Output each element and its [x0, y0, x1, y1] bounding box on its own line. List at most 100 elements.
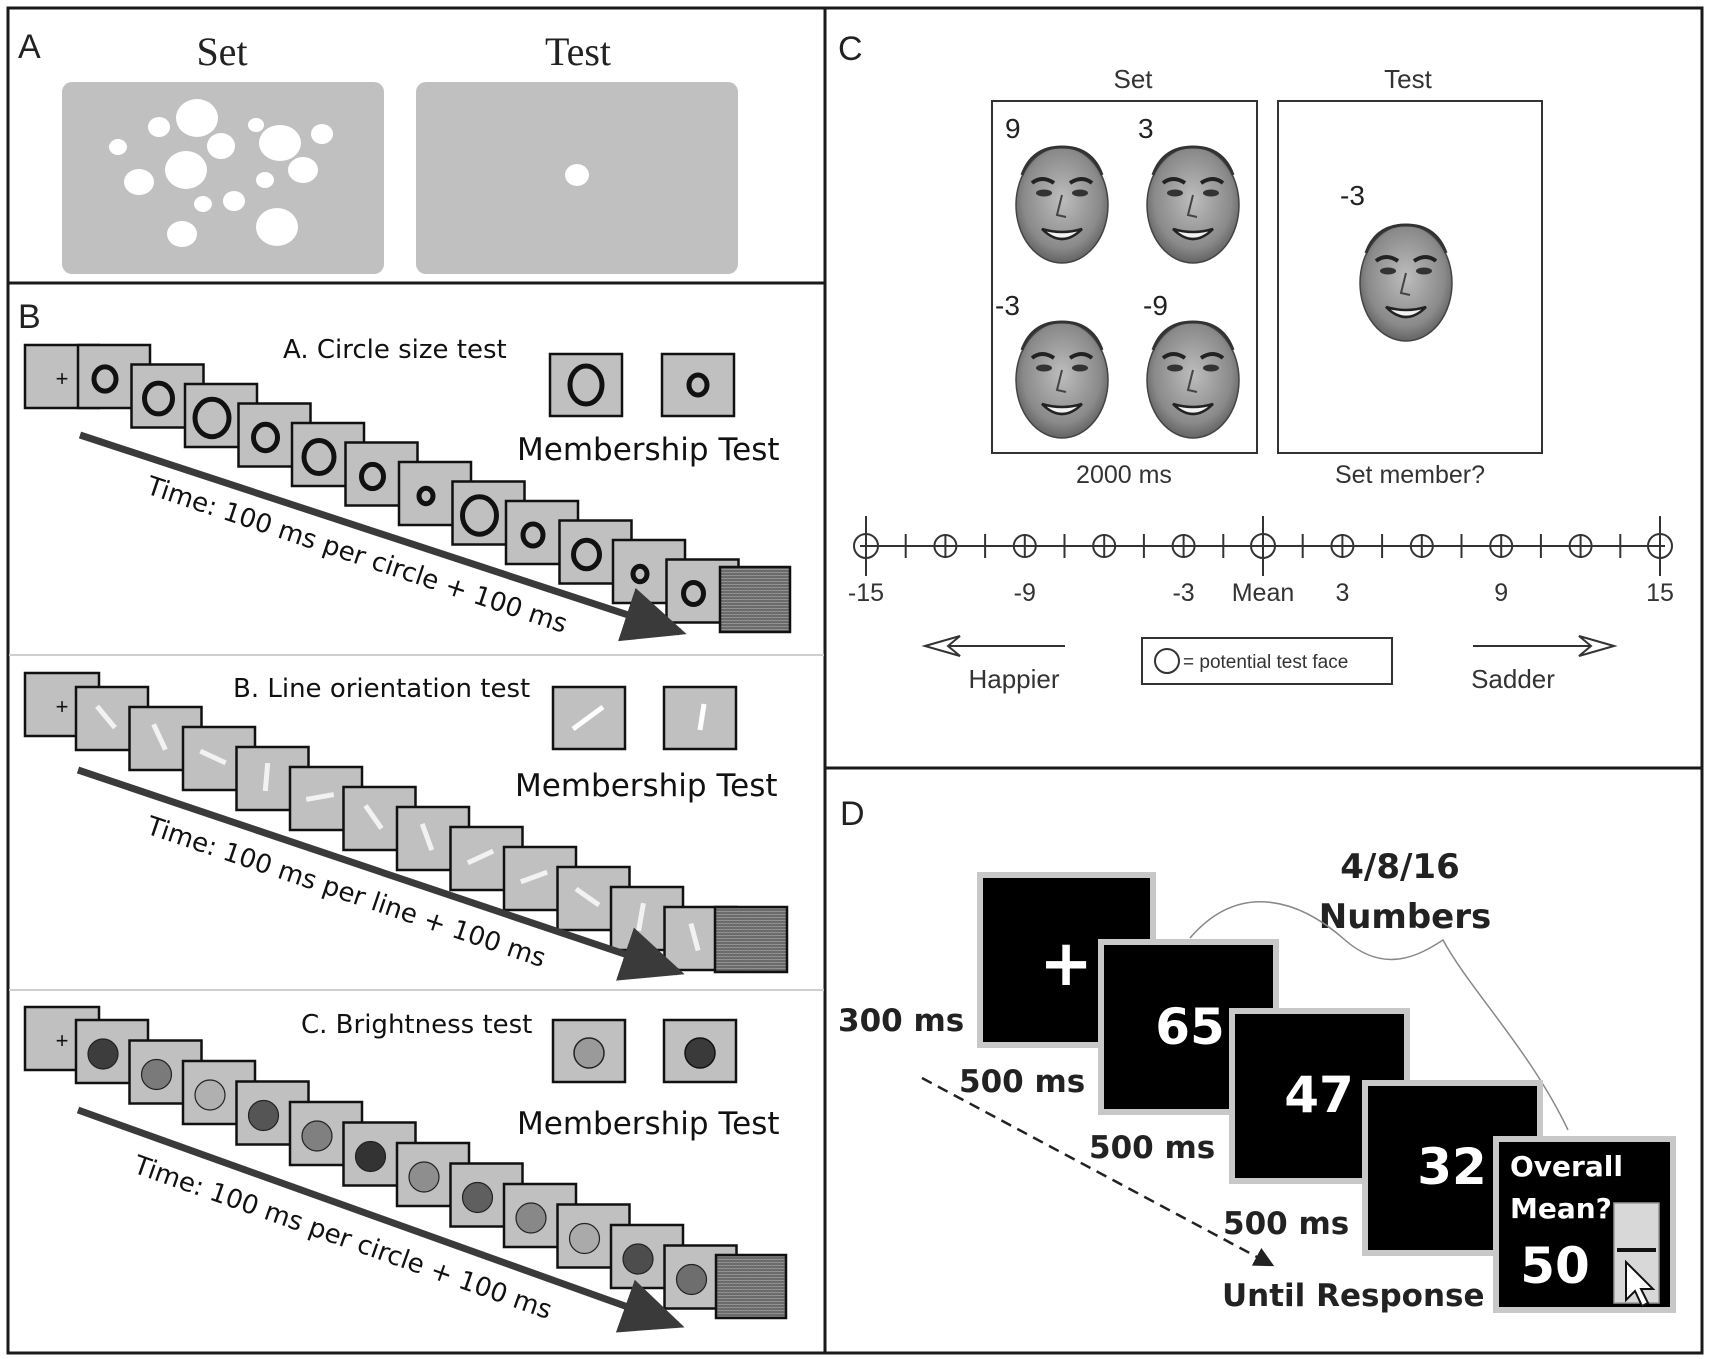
line-orientation-sequence: + Time: 100 ms per line + 100 ms B. Line… [23, 671, 789, 981]
set-face-label-3: -3 [995, 290, 1020, 321]
potential-test-face-marker [1409, 534, 1434, 558]
line-orientation-title: B. Line orientation test [233, 674, 530, 704]
brightness-membership: Membership Test [517, 1106, 780, 1142]
scale-label: -15 [848, 579, 884, 607]
stimulus-card [128, 1039, 203, 1105]
test-face-label: -3 [1340, 180, 1365, 211]
circle-stimulus [630, 563, 650, 585]
circle-stimulus [571, 537, 602, 572]
fixation-cross: + [56, 694, 69, 719]
bracket-curve [1189, 901, 1569, 1131]
brightness-stimulus [461, 1181, 494, 1214]
brightness-stimulus [408, 1161, 440, 1193]
panel-a-set-screen [62, 82, 384, 274]
scale-label: -3 [1172, 579, 1194, 607]
circle-size-sequence: + Time: 100 ms per circle + 100 ms A. Ci… [23, 335, 792, 642]
circle-stimulus [251, 421, 280, 454]
potential-test-face-marker [1489, 534, 1514, 558]
sequence-arrow [921, 1076, 1275, 1267]
scale-label: 15 [1646, 579, 1674, 607]
brightness-stimulus [354, 1140, 387, 1173]
line-stimulus [519, 869, 549, 885]
face-image [1014, 145, 1110, 265]
panel-a-set-title: Set [196, 29, 247, 74]
potential-test-face-marker [1092, 534, 1117, 558]
panel-a: A Set Test [18, 28, 738, 274]
panel-a-label: A [18, 28, 41, 66]
mask-card [713, 905, 789, 974]
panel-c-test-title: Test [1384, 64, 1432, 94]
number-duration: 500 ms [1223, 1206, 1349, 1242]
response-prompt-line-1: Overall [1510, 1150, 1623, 1183]
response-value: 50 [1520, 1237, 1590, 1295]
time-arrow [76, 1106, 685, 1333]
number-value: 47 [1284, 1066, 1354, 1124]
panel-b-label: B [18, 298, 41, 336]
panel-c-set-title: Set [1113, 64, 1153, 94]
test-question-caption: Set member? [1335, 461, 1485, 489]
panel-d-label: D [840, 795, 865, 833]
mask-card [714, 1253, 788, 1320]
time-arrow [76, 766, 685, 981]
set-duration-caption: 2000 ms [1076, 461, 1172, 489]
line-stimulus [688, 922, 701, 952]
scale-label: 9 [1494, 579, 1508, 607]
scale-label: 3 [1335, 579, 1349, 607]
brightness-sequence: + Time: 100 ms per circle + 100 ms C. Br… [23, 1005, 788, 1333]
scale-legend-text: = potential test face [1183, 652, 1348, 673]
brightness-title: C. Brightness test [301, 1010, 532, 1040]
potential-test-face-marker [1330, 534, 1355, 558]
scale-label: Mean [1232, 579, 1295, 607]
brightness-stimulus [140, 1058, 173, 1091]
line-stimulus [305, 792, 335, 802]
set-face-label-1: 9 [1005, 113, 1021, 144]
response-prompt-line-2: Mean? [1510, 1192, 1612, 1225]
circle-stimulus [192, 396, 232, 440]
line-orientation-membership: Membership Test [515, 768, 778, 804]
line-stimulus [95, 704, 117, 730]
happier-label: Happier [968, 664, 1059, 694]
brightness-stimulus [622, 1243, 654, 1275]
face-image [1358, 223, 1454, 343]
fixation-cross: + [56, 366, 69, 391]
line-stimulus [363, 804, 384, 830]
stimulus-card [74, 1018, 150, 1085]
potential-test-face-marker [1012, 534, 1037, 558]
line-stimulus [151, 723, 168, 751]
circle-stimulus [91, 364, 119, 394]
number-value: 32 [1417, 1138, 1487, 1196]
set-face-label-4: -9 [1143, 290, 1168, 321]
line-stimulus [419, 822, 435, 852]
panel-c-label: C [838, 30, 863, 68]
circle-size-membership: Membership Test [517, 432, 780, 468]
panel-a-test-dot [565, 164, 589, 186]
brightness-stimulus [568, 1222, 601, 1255]
face-image [1145, 320, 1241, 440]
fixation-duration: 300 ms [838, 1003, 964, 1039]
brightness-stimulus [87, 1038, 119, 1070]
circle-stimulus [520, 521, 546, 549]
face-image [1014, 320, 1110, 440]
panel-a-test-title: Test [545, 29, 611, 74]
face-image [1145, 145, 1241, 265]
circle-stimulus [301, 438, 337, 476]
panel-d: D 4/8/16 Numbers + 300 ms 65 47 32 500 m… [838, 795, 1676, 1314]
line-stimulus [199, 748, 227, 766]
brightness-stimulus [675, 1263, 708, 1296]
brightness-stimulus [194, 1079, 226, 1111]
emotion-scale-ticks [853, 516, 1673, 576]
set-size-heading: 4/8/16 [1340, 847, 1459, 887]
sadder-label: Sadder [1471, 664, 1555, 694]
brightness-stimulus [515, 1202, 547, 1234]
scale-legend-box [1141, 637, 1393, 685]
fixation-cross: + [1039, 927, 1093, 1001]
panel-b: B + Time: 100 ms per circle + 100 ms A. … [9, 298, 824, 1333]
line-stimulus [262, 762, 271, 792]
set-face-label-2: 3 [1138, 113, 1154, 144]
number-duration: 500 ms [959, 1064, 1085, 1100]
circle-test-card-1 [548, 352, 624, 418]
line-stimulus [636, 902, 646, 932]
circle-stimulus [416, 485, 436, 507]
circle-test-card-2 [660, 352, 736, 418]
